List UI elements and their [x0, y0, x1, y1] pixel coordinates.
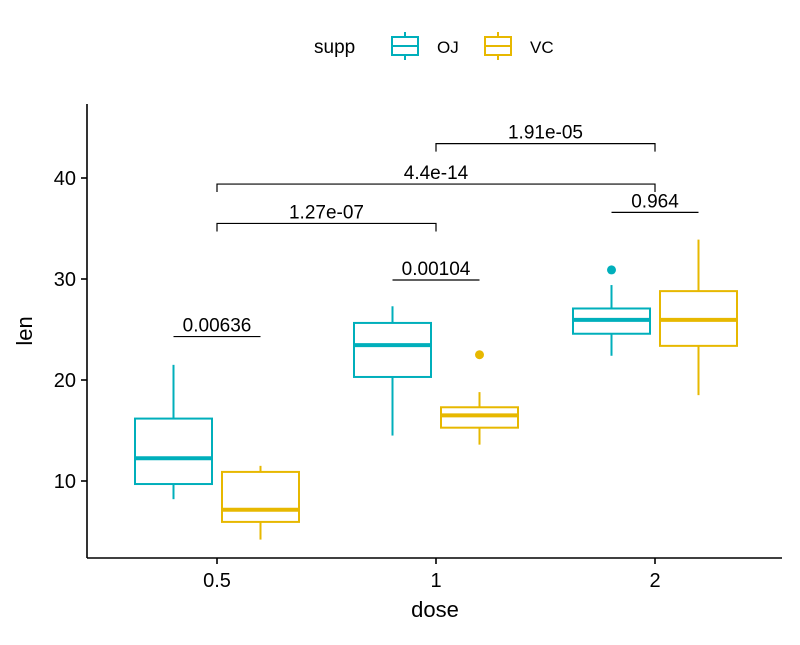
x-axis-title: dose [411, 597, 459, 622]
pvalue-annotation: 0.00636 [173, 316, 261, 338]
box-oj-2 [572, 265, 651, 356]
box-iqr [134, 417, 213, 486]
pvalue-annotation: 4.4e-14 [216, 163, 656, 193]
y-axis-title: len [12, 316, 37, 345]
comparison-bracket [435, 143, 656, 152]
x-tick-label: 0.5 [203, 570, 231, 592]
box-iqr [440, 406, 519, 429]
legend: supp OJ VC [314, 32, 554, 60]
pvalue-label: 0.00104 [402, 259, 471, 280]
pvalue-label: 1.91e-05 [508, 123, 583, 144]
pvalue-label: 4.4e-14 [404, 163, 469, 184]
y-tick-label: 40 [54, 168, 76, 190]
legend-label-vc: VC [530, 38, 554, 57]
box-oj-1 [353, 306, 432, 436]
box-oj-0.5 [134, 364, 213, 500]
x-tick-label: 1 [430, 570, 441, 592]
y-tick-label: 20 [54, 370, 76, 392]
pvalue-label: 1.27e-07 [289, 202, 364, 223]
legend-label-oj: OJ [437, 38, 459, 57]
box-vc-2 [659, 239, 738, 396]
y-tick-label: 30 [54, 269, 76, 291]
pvalue-annotation: 0.00104 [392, 259, 480, 281]
x-tick-label: 2 [649, 570, 660, 592]
box-vc-1 [440, 350, 519, 445]
comparison-bracket [216, 222, 437, 232]
pvalue-label: 0.964 [631, 191, 679, 212]
legend-key-oj [391, 32, 419, 60]
pvalue-annotation: 0.964 [611, 191, 699, 213]
legend-key-vc [484, 32, 512, 60]
legend-title: supp [314, 37, 355, 58]
y-tick-label: 10 [54, 471, 76, 493]
box-iqr [353, 321, 432, 378]
box-iqr [221, 470, 300, 523]
outlier-point [475, 350, 484, 360]
outlier-point [607, 265, 616, 275]
pvalue-annotation: 1.91e-05 [435, 123, 656, 152]
comparison-bracket [216, 183, 656, 193]
box-vc-0.5 [221, 465, 300, 540]
pvalue-annotation: 1.27e-07 [216, 202, 437, 232]
pvalue-label: 0.00636 [183, 316, 252, 337]
